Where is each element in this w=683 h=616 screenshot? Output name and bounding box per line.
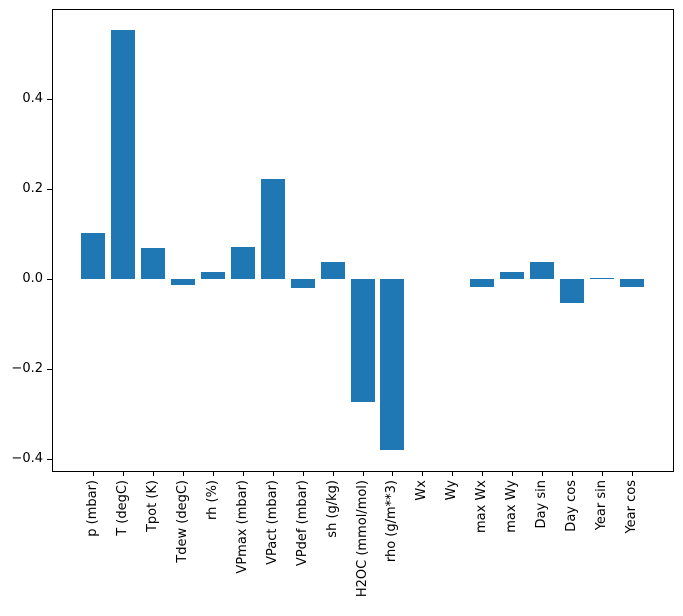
x-tick-mark xyxy=(303,472,304,476)
x-tick-label: rh (%) xyxy=(205,480,220,520)
x-tick-mark xyxy=(632,472,633,476)
x-tick-mark xyxy=(542,472,543,476)
bar-max-wx xyxy=(470,279,494,287)
y-tick-mark xyxy=(47,369,52,370)
bar-p-mbar xyxy=(81,233,105,279)
x-tick-label: max Wx xyxy=(474,480,489,534)
x-tick-mark xyxy=(153,472,154,476)
y-tick-label: −0.4 xyxy=(11,451,43,466)
y-tick-mark xyxy=(47,459,52,460)
bar-day-sin xyxy=(530,262,554,279)
x-tick-mark xyxy=(213,472,214,476)
x-tick-mark xyxy=(512,472,513,476)
y-tick-label: −0.2 xyxy=(11,361,43,376)
bar-sh-g-kg xyxy=(321,262,345,279)
x-tick-label: Tpot (K) xyxy=(145,480,160,533)
x-tick-label: Year sin xyxy=(594,480,609,531)
x-tick-mark xyxy=(93,472,94,476)
x-tick-mark xyxy=(333,472,334,476)
bar-h2oc-mmol-mol xyxy=(351,279,375,402)
bar-vpmax-mbar xyxy=(231,247,255,279)
x-tick-label: max Wy xyxy=(504,480,519,533)
y-tick-mark xyxy=(47,99,52,100)
x-tick-mark xyxy=(602,472,603,476)
x-tick-label: Year cos xyxy=(624,480,639,534)
bar-year-cos xyxy=(620,279,644,287)
x-tick-label: T (degC) xyxy=(115,480,130,536)
x-tick-mark xyxy=(183,472,184,476)
y-tick-label: 0.4 xyxy=(22,91,43,106)
bar-year-sin xyxy=(590,278,614,279)
x-tick-mark xyxy=(482,472,483,476)
bar-day-cos xyxy=(560,279,584,303)
y-tick-mark xyxy=(47,279,52,280)
x-tick-label: VPact (mbar) xyxy=(265,480,280,565)
bar-tpot-k xyxy=(141,248,165,279)
bar-max-wy xyxy=(500,272,524,279)
x-tick-mark xyxy=(452,472,453,476)
x-tick-label: VPdef (mbar) xyxy=(295,480,310,567)
x-tick-label: Wx xyxy=(414,480,429,501)
x-tick-label: sh (g/kg) xyxy=(325,480,340,538)
bar-rho-g-m-3 xyxy=(380,279,404,450)
x-tick-label: rho (g/m**3) xyxy=(384,480,399,563)
y-tick-label: 0.0 xyxy=(22,271,43,286)
x-tick-label: H2OC (mmol/mol) xyxy=(355,480,370,598)
x-tick-mark xyxy=(273,472,274,476)
x-tick-mark xyxy=(243,472,244,476)
x-tick-mark xyxy=(363,472,364,476)
x-tick-label: Day cos xyxy=(564,480,579,532)
x-tick-label: Tdew (degC) xyxy=(175,480,190,563)
x-tick-label: p (mbar) xyxy=(85,480,100,537)
bar-tdew-degc xyxy=(171,279,195,285)
bar-vpdef-mbar xyxy=(291,279,315,288)
x-tick-label: Wy xyxy=(444,480,459,501)
x-tick-label: Day sin xyxy=(534,480,549,529)
x-tick-mark xyxy=(392,472,393,476)
x-tick-mark xyxy=(422,472,423,476)
x-tick-mark xyxy=(572,472,573,476)
bar-vpact-mbar xyxy=(261,179,285,279)
bar-rh xyxy=(201,272,225,279)
plot-area xyxy=(52,9,674,472)
bar-t-degc xyxy=(111,30,135,279)
y-tick-mark xyxy=(47,189,52,190)
x-tick-mark xyxy=(123,472,124,476)
x-tick-label: VPmax (mbar) xyxy=(235,480,250,574)
y-tick-label: 0.2 xyxy=(22,181,43,196)
